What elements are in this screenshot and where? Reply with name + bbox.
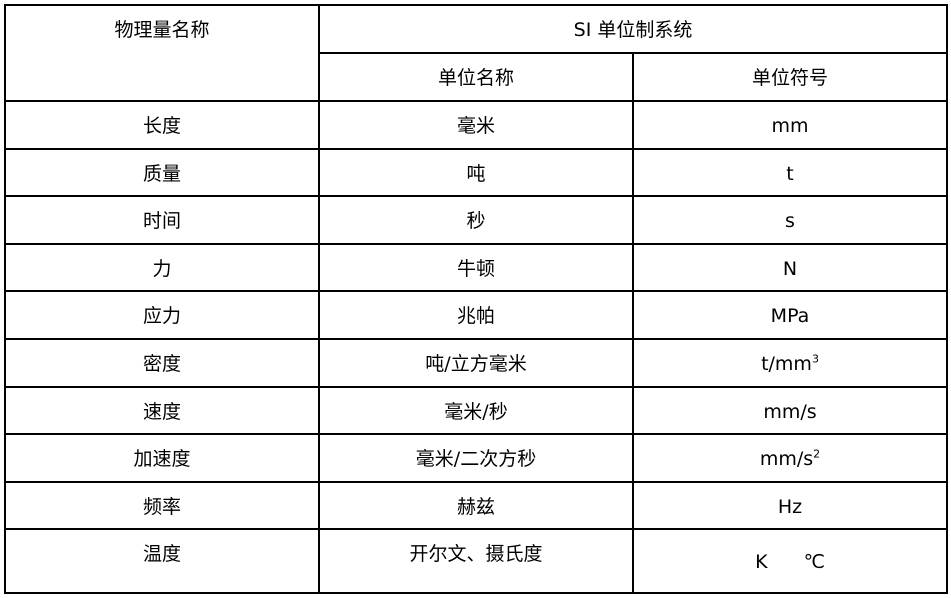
symbol-text: mm/s [759, 448, 814, 471]
subheader-row: 单位名称 单位符号 [5, 52, 948, 102]
quantity-cell: 应力 [4, 290, 320, 340]
table-row: 长度 毫米 mm [4, 100, 948, 150]
unit-cell: 毫米 [318, 100, 634, 150]
unit-cell: 牛顿 [318, 242, 634, 293]
unit-cell: 吨 [318, 147, 634, 198]
unit-cell: 毫米/二次方秒 [318, 433, 634, 483]
header-row: 物理量名称 SI 单位制系统 [4, 4, 948, 102]
quantity-cell: 速度 [4, 385, 320, 436]
quantity-cell: 密度 [4, 337, 320, 388]
unit-cell: 开尔文、摄氏度 [318, 528, 634, 595]
header-si-system: SI 单位制系统 [318, 4, 948, 54]
table-row: 质量吨 t [4, 147, 948, 198]
table-row: 时间秒 s [4, 195, 948, 245]
symbol-cell: MPa [632, 290, 948, 340]
symbol-celsius: ℃ [803, 551, 825, 574]
table-row: 加速度 毫米/二次方秒 mm/s2 [4, 433, 948, 483]
quantity-cell: 频率 [4, 480, 320, 531]
unit-cell: 赫兹 [318, 480, 634, 531]
unit-cell: 毫米/秒 [318, 385, 634, 436]
symbol-cell: mm/s2 [632, 433, 948, 483]
table-row: 力牛顿 N [4, 242, 948, 293]
symbol-cell: N [632, 242, 948, 293]
header-unit-symbol: 单位符号 [632, 52, 948, 102]
symbol-cell: t/mm3 [632, 337, 948, 388]
quantity-cell: 时间 [4, 195, 320, 245]
si-units-table: 物理量名称 SI 单位制系统 单位名称 单位符号 长度 毫米 mm 质量吨 t 时间秒… [4, 4, 948, 595]
table-row: 温度 开尔文、摄氏度 K ℃ [4, 528, 948, 595]
symbol-exponent: 2 [813, 447, 821, 461]
symbol-cell: s [632, 195, 948, 245]
symbol-cell: K ℃ [632, 528, 948, 595]
symbol-cell: mm [632, 100, 948, 150]
symbol-kelvin: K [755, 551, 768, 574]
unit-cell: 吨/立方毫米 [318, 337, 634, 388]
symbol-exponent: 3 [811, 352, 819, 366]
table-row: 应力 兆帕 MPa [4, 290, 948, 340]
unit-cell: 秒 [318, 195, 634, 245]
symbol-cell: mm/s [632, 385, 948, 436]
quantity-cell: 长度 [4, 100, 320, 150]
unit-cell: 兆帕 [318, 290, 634, 340]
symbol-cell: Hz [632, 480, 948, 531]
header-unit-name: 单位名称 [318, 52, 634, 102]
header-quantity-name: 物理量名称 [4, 4, 320, 102]
table-row: 密度 吨/立方毫米 t/mm3 [4, 337, 948, 388]
table-row: 速度 毫米/秒 mm/s [4, 385, 948, 436]
quantity-cell: 加速度 [4, 433, 320, 483]
quantity-cell: 力 [4, 242, 320, 293]
symbol-cell: t [632, 147, 948, 198]
quantity-cell: 温度 [4, 528, 320, 595]
table-row: 频率 赫兹 Hz [4, 480, 948, 531]
quantity-cell: 质量 [4, 147, 320, 198]
symbol-text: t/mm [761, 352, 812, 375]
